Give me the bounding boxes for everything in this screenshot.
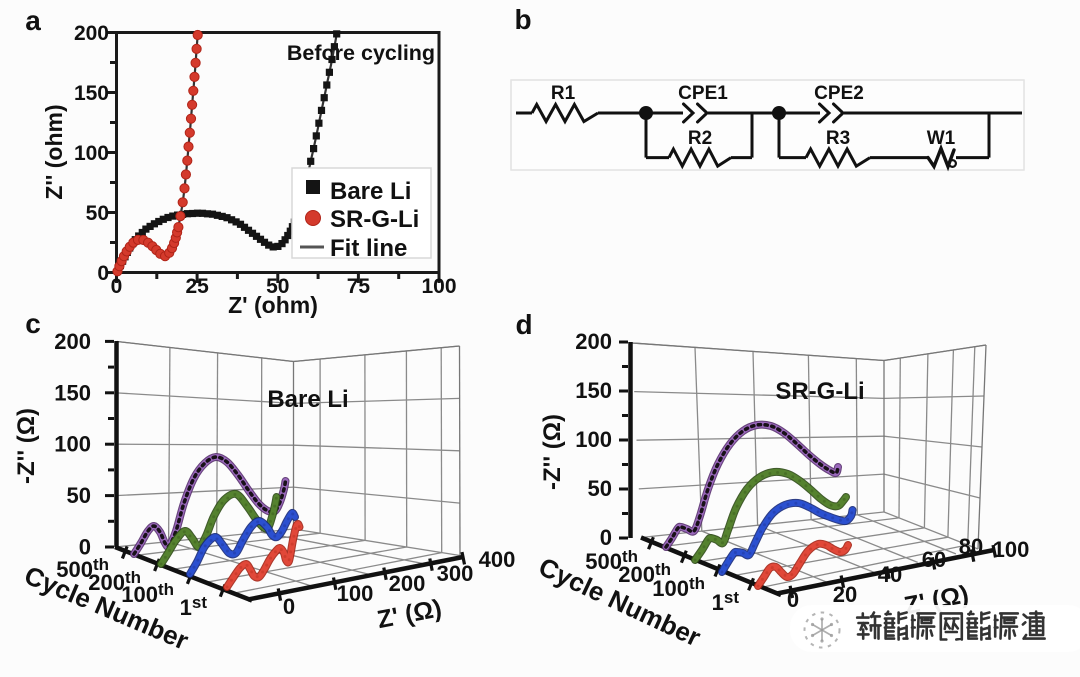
svg-text:d: d: [515, 309, 532, 340]
svg-text:40: 40: [878, 562, 902, 587]
svg-text:50: 50: [266, 275, 289, 298]
svg-text:0: 0: [600, 525, 612, 550]
svg-text:100: 100: [54, 432, 91, 457]
svg-text:-Z'' (Ω): -Z'' (Ω): [539, 414, 566, 490]
svg-text:200: 200: [74, 22, 109, 45]
svg-text:-Z'' (Ω): -Z'' (Ω): [13, 408, 40, 484]
svg-text:CPE1: CPE1: [678, 83, 728, 104]
svg-text:c: c: [25, 308, 41, 339]
svg-text:100: 100: [337, 581, 374, 606]
svg-text:150: 150: [575, 378, 612, 403]
svg-text:50: 50: [86, 202, 109, 225]
svg-text:0: 0: [787, 587, 799, 612]
svg-text:400: 400: [479, 547, 516, 572]
svg-text:100: 100: [575, 427, 612, 452]
svg-text:100: 100: [993, 537, 1030, 562]
svg-text:CPE2: CPE2: [814, 83, 864, 104]
svg-text:200: 200: [575, 329, 612, 354]
svg-text:500th: 500th: [56, 555, 109, 582]
svg-text:SR-G-Li: SR-G-Li: [775, 378, 864, 405]
svg-text:R1: R1: [551, 83, 576, 104]
svg-text:0: 0: [79, 535, 91, 560]
svg-text:Z'' (ohm): Z'' (ohm): [41, 104, 67, 199]
svg-text:20: 20: [833, 582, 857, 607]
svg-text:80: 80: [959, 534, 983, 559]
svg-text:a: a: [25, 5, 41, 36]
svg-text:0: 0: [97, 262, 109, 285]
svg-text:W1: W1: [927, 128, 956, 149]
svg-text:50: 50: [67, 483, 91, 508]
svg-text:b: b: [514, 4, 531, 35]
svg-text:75: 75: [347, 275, 371, 298]
svg-text:100: 100: [74, 142, 109, 165]
svg-text:0: 0: [283, 594, 295, 619]
svg-text:50: 50: [588, 476, 612, 501]
svg-text:Bare Li: Bare Li: [330, 178, 411, 205]
svg-text:100: 100: [421, 275, 456, 298]
svg-text:Before cycling: Before cycling: [287, 41, 435, 65]
svg-text:60: 60: [922, 547, 946, 572]
svg-text:R3: R3: [826, 128, 850, 149]
svg-text:200: 200: [389, 571, 426, 596]
svg-text:300: 300: [437, 561, 474, 586]
svg-text:Bare Li: Bare Li: [267, 386, 348, 413]
svg-text:200: 200: [54, 329, 91, 354]
svg-text:25: 25: [185, 275, 209, 298]
svg-text:SR-G-Li: SR-G-Li: [330, 206, 419, 233]
svg-text:150: 150: [54, 380, 91, 405]
svg-text:150: 150: [74, 82, 109, 105]
svg-text:0: 0: [111, 275, 123, 298]
svg-text:Z' (ohm): Z' (ohm): [228, 292, 318, 318]
svg-text:R2: R2: [688, 128, 712, 149]
svg-text:Fit line: Fit line: [330, 235, 407, 262]
